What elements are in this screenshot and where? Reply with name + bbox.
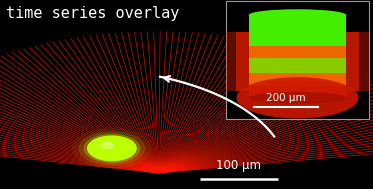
Ellipse shape <box>236 77 358 119</box>
Circle shape <box>88 136 136 161</box>
Bar <box>236 32 249 91</box>
Ellipse shape <box>249 9 346 21</box>
Bar <box>249 86 346 98</box>
Bar <box>249 58 346 73</box>
Bar <box>226 1 369 119</box>
Bar <box>249 73 346 86</box>
Circle shape <box>79 132 145 165</box>
Bar <box>209 32 249 91</box>
Bar <box>249 46 346 58</box>
Bar <box>249 15 346 46</box>
Text: time series overlay: time series overlay <box>6 6 179 21</box>
Circle shape <box>73 129 151 168</box>
Text: 100 μm: 100 μm <box>216 159 261 172</box>
Circle shape <box>84 134 140 163</box>
Bar <box>346 32 372 91</box>
Bar <box>346 32 373 91</box>
Text: 200 μm: 200 μm <box>266 93 306 103</box>
Ellipse shape <box>249 92 346 104</box>
Bar <box>223 32 249 91</box>
Circle shape <box>101 142 113 148</box>
Bar <box>346 32 359 91</box>
